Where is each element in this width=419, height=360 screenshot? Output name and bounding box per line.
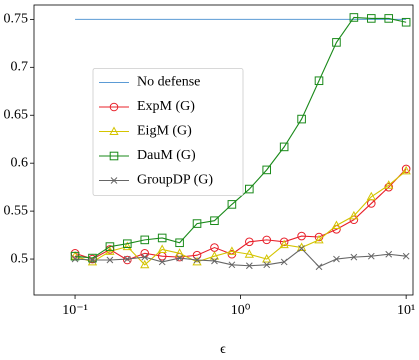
data-point — [401, 165, 411, 175]
data-point — [175, 238, 184, 248]
data-point — [314, 234, 324, 244]
data-point — [279, 239, 289, 249]
data-point — [332, 38, 341, 47]
data-point — [105, 242, 115, 251]
y-tick-label: 0.75 — [4, 12, 29, 27]
data-point — [227, 200, 237, 209]
legend-label: No defense — [137, 75, 200, 90]
data-point — [192, 219, 202, 228]
legend: No defense ExpM (G) EigM (G) DauM (G) GroupD… — [92, 68, 244, 196]
data-point — [366, 191, 376, 201]
data-point — [89, 256, 96, 264]
data-point — [401, 17, 411, 27]
data-point — [106, 256, 114, 264]
series-line — [75, 247, 407, 268]
data-point — [245, 262, 253, 270]
data-point — [384, 14, 394, 23]
y-tick-label: 0.6 — [11, 155, 29, 170]
data-point — [262, 254, 272, 263]
legend-label: DauM (G) — [137, 148, 196, 163]
data-point — [297, 231, 306, 241]
y-tick-label: 0.7 — [11, 60, 29, 75]
data-point — [262, 165, 272, 175]
legend-label: EigM (G) — [137, 124, 192, 139]
legend-box — [92, 68, 244, 196]
y-tick-label: 0.55 — [4, 203, 29, 218]
data-point — [88, 253, 97, 263]
data-point — [385, 250, 393, 258]
data-point — [367, 252, 375, 260]
data-point — [228, 261, 236, 269]
x-tick-label: 10⁻¹ — [62, 303, 88, 318]
data-point — [366, 14, 376, 23]
x-axis-label: ϵ — [220, 342, 226, 357]
plot-frame — [33, 4, 414, 296]
data-point — [157, 233, 167, 243]
x-tick-label: 10¹ — [397, 303, 415, 318]
legend-marker — [109, 151, 119, 161]
data-point — [315, 263, 323, 271]
legend-label: ExpM (G) — [137, 99, 195, 114]
y-tick-label: 0.5 — [11, 251, 29, 266]
data-point — [141, 253, 149, 261]
data-point — [331, 220, 342, 229]
legend-marker — [109, 126, 119, 135]
data-point — [349, 210, 359, 220]
data-point — [262, 235, 272, 245]
data-point — [174, 248, 185, 257]
data-point — [401, 164, 411, 174]
data-point — [71, 255, 79, 263]
data-point — [123, 239, 132, 249]
data-point — [349, 13, 359, 22]
data-point — [350, 253, 358, 261]
data-point — [193, 256, 201, 264]
data-point — [210, 216, 219, 226]
legend-marker — [109, 102, 119, 112]
legend-label: GroupDP (G) — [137, 173, 213, 188]
data-point — [245, 237, 254, 247]
data-point — [402, 252, 410, 260]
data-point — [333, 255, 340, 263]
data-point — [279, 237, 289, 247]
data-point — [123, 255, 131, 263]
data-point — [280, 258, 288, 266]
data-point — [263, 261, 271, 269]
data-point — [123, 255, 132, 265]
data-point — [279, 142, 289, 152]
legend-marker — [110, 177, 118, 184]
data-point — [140, 235, 150, 245]
data-point — [70, 251, 80, 261]
data-point — [176, 254, 183, 262]
data-point — [157, 244, 167, 253]
data-point — [192, 250, 202, 260]
data-point — [244, 249, 254, 258]
data-point — [211, 257, 218, 265]
data-point — [140, 259, 150, 269]
data-point — [245, 184, 254, 194]
data-point — [297, 114, 306, 124]
data-point — [122, 241, 132, 251]
data-point — [298, 245, 305, 252]
data-point — [227, 246, 237, 255]
y-tick-label: 0.65 — [4, 107, 29, 122]
data-point — [158, 258, 166, 266]
data-point — [384, 180, 394, 189]
data-point — [209, 251, 220, 260]
data-point — [314, 76, 324, 86]
x-tick-label: 10⁰ — [231, 303, 251, 318]
